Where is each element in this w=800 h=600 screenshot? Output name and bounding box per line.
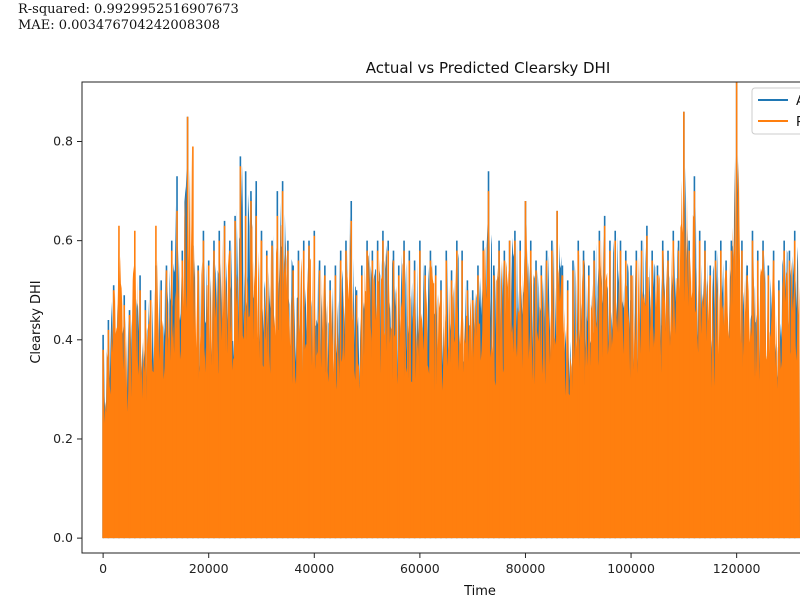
x-tick-label-5: 100000 bbox=[607, 561, 655, 576]
chart-title: Actual vs Predicted Clearsky DHI bbox=[366, 59, 611, 77]
legend-label-P: P bbox=[796, 115, 800, 130]
y-tick-label-1: 0.2 bbox=[53, 431, 73, 446]
y-axis-label: Clearsky DHI bbox=[29, 280, 44, 363]
y-tick-label-3: 0.6 bbox=[53, 233, 73, 248]
y-tick-label-2: 0.4 bbox=[53, 332, 73, 347]
y-tick-label-0: 0.0 bbox=[53, 530, 73, 545]
x-tick-label-3: 60000 bbox=[400, 561, 440, 576]
legend-box bbox=[751, 87, 800, 135]
mae-text: MAE: 0.003476704242008308 bbox=[18, 18, 220, 33]
r-squared-text: R-squared: 0.9929952516907673 bbox=[18, 2, 239, 17]
x-tick-label-1: 20000 bbox=[189, 561, 229, 576]
series-P bbox=[102, 82, 800, 539]
y-tick-label-4: 0.8 bbox=[53, 133, 73, 148]
x-tick-label-6: 120000 bbox=[713, 561, 761, 576]
metrics-text: R-squared: 0.9929952516907673 MAE: 0.003… bbox=[18, 2, 239, 34]
x-tick-label-0: 0 bbox=[99, 561, 107, 576]
x-axis-label: Time bbox=[463, 584, 496, 599]
x-tick-label-2: 40000 bbox=[294, 561, 334, 576]
legend: AP bbox=[751, 87, 800, 135]
legend-label-A: A bbox=[796, 94, 800, 109]
plot-frame bbox=[81, 81, 800, 554]
x-tick-label-4: 80000 bbox=[506, 561, 546, 576]
axes: 0 20000 40000 60000 80000 100000 120000 0.0 0.2 0… bbox=[53, 81, 800, 576]
